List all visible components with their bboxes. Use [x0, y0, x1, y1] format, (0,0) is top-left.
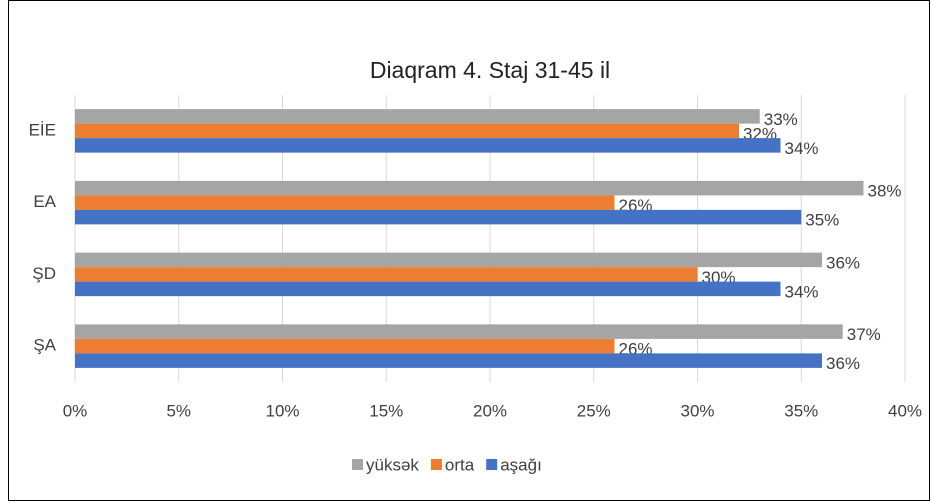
bar	[75, 267, 698, 282]
legend-swatch	[430, 459, 442, 470]
data-label: 37%	[847, 325, 881, 344]
data-label: 36%	[826, 253, 860, 272]
data-label: 34%	[785, 282, 819, 301]
y-tick-label: EİE	[29, 120, 56, 139]
y-tick-label: ŞA	[33, 336, 56, 355]
chart-title: Diaqram 4. Staj 31-45 il	[370, 57, 610, 83]
data-label: 35%	[805, 211, 839, 230]
x-tick-label: 10%	[265, 401, 299, 420]
chart-frame	[8, 0, 930, 501]
x-tick-label: 40%	[888, 401, 922, 420]
data-label: 34%	[785, 139, 819, 158]
legend-label: yüksək	[366, 455, 419, 474]
bar	[75, 324, 843, 339]
data-label: 36%	[826, 354, 860, 373]
x-tick-label: 5%	[166, 401, 191, 420]
bar	[75, 195, 615, 210]
legend-swatch	[486, 459, 498, 470]
x-tick-label: 30%	[680, 401, 714, 420]
data-label: 38%	[868, 182, 902, 201]
x-tick-label: 0%	[63, 401, 88, 420]
x-tick-label: 20%	[473, 401, 507, 420]
bar	[75, 252, 822, 268]
legend-swatch	[352, 459, 363, 470]
bar	[75, 123, 739, 139]
y-tick-label: ŞD	[32, 264, 56, 283]
data-label: 33%	[764, 110, 798, 129]
bar	[75, 281, 781, 297]
bar	[75, 353, 822, 368]
bar	[75, 180, 864, 196]
legend-label: orta	[445, 455, 475, 474]
bar	[75, 138, 781, 153]
bar	[75, 209, 802, 225]
bar	[75, 338, 615, 354]
legend-label: aşağı	[500, 455, 542, 474]
x-tick-label: 15%	[369, 401, 403, 420]
x-tick-label: 35%	[784, 401, 818, 420]
bar	[75, 109, 760, 124]
x-tick-label: 25%	[577, 401, 611, 420]
y-tick-label: EA	[33, 192, 56, 211]
